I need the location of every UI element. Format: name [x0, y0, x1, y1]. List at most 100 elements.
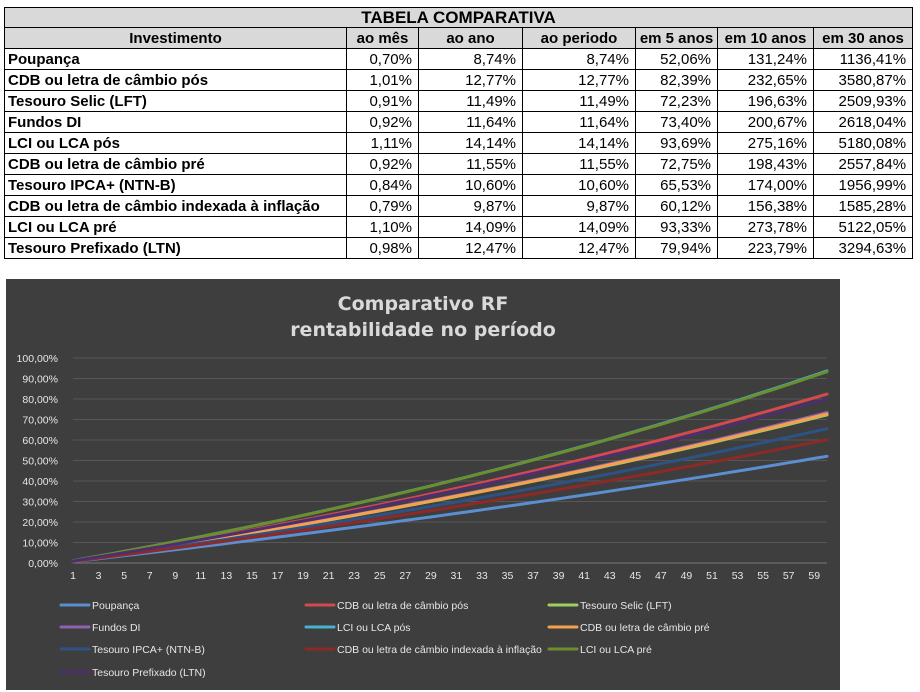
value-cell: 1,01% — [346, 69, 419, 91]
x-tick-label: 55 — [757, 570, 769, 582]
column-header: ao ano — [418, 27, 523, 49]
comparison-table: TABELA COMPARATIVA Investimento ao mês ao … — [3, 7, 914, 259]
investment-name-cell: Poupança — [4, 48, 347, 70]
x-tick-label: 49 — [681, 570, 693, 582]
value-cell: 156,38% — [717, 195, 814, 217]
y-tick-label: 20,00% — [22, 517, 58, 529]
value-cell: 10,60% — [522, 174, 636, 196]
series-line — [71, 454, 829, 564]
table-row: LCI ou LCA pré 1,10% 14,09% 14,09% 93,33% 273… — [4, 216, 914, 238]
value-cell: 0,84% — [346, 174, 419, 196]
value-cell: 232,65% — [717, 69, 814, 91]
x-tick-label: 31 — [451, 570, 463, 582]
value-cell: 196,63% — [717, 90, 814, 112]
investment-name-cell: Tesouro Selic (LFT) — [4, 90, 347, 112]
value-cell: 12,47% — [418, 237, 523, 259]
value-cell: 273,78% — [717, 216, 814, 238]
value-cell: 82,39% — [635, 69, 718, 91]
x-tick-label: 47 — [655, 570, 667, 582]
y-tick-label: 90,00% — [22, 374, 58, 386]
x-tick-label: 19 — [297, 570, 309, 582]
x-tick-label: 27 — [399, 570, 411, 582]
investment-name-cell: Tesouro IPCA+ (NTN-B) — [4, 174, 347, 196]
x-tick-label: 43 — [604, 570, 616, 582]
investment-name-cell: Tesouro Prefixado (LTN) — [4, 237, 347, 259]
legend-label: LCI ou LCA pré — [580, 644, 652, 656]
series-line — [71, 397, 829, 563]
y-tick-label: 70,00% — [22, 415, 58, 427]
value-cell: 10,60% — [418, 174, 523, 196]
investment-name-cell: LCI ou LCA pós — [4, 132, 347, 154]
value-cell: 1585,28% — [812, 195, 914, 217]
value-cell: 93,69% — [635, 132, 718, 154]
value-cell: 0,98% — [346, 237, 419, 259]
value-cell: 60,12% — [635, 195, 718, 217]
x-tick-label: 17 — [272, 570, 284, 582]
table-row: Poupança 0,70% 8,74% 8,74% 52,06% 131,24% 1136… — [4, 48, 914, 70]
x-tick-label: 7 — [147, 570, 153, 582]
value-cell: 200,67% — [717, 111, 814, 133]
x-tick-label: 37 — [527, 570, 539, 582]
table-row: Tesouro Prefixado (LTN) 0,98% 12,47% 12,47%… — [4, 237, 914, 259]
y-tick-label: 60,00% — [22, 435, 58, 447]
value-cell: 11,49% — [418, 90, 523, 112]
column-header: em 30 anos — [812, 27, 914, 49]
value-cell: 9,87% — [522, 195, 636, 217]
value-cell: 3294,63% — [812, 237, 914, 259]
value-cell: 0,79% — [346, 195, 419, 217]
legend-label: Fundos DI — [92, 622, 140, 634]
x-tick-label: 39 — [553, 570, 565, 582]
column-header: ao periodo — [522, 27, 636, 49]
y-axis-ticks: 0,00% 10,00% 20,00% 30,00% 40,00% 50,00% 60,00… — [17, 353, 58, 570]
column-header: em 10 anos — [717, 27, 814, 49]
series-line — [71, 438, 829, 563]
legend-label: CDB ou letra de câmbio pós — [337, 600, 468, 612]
x-tick-label: 5 — [121, 570, 127, 582]
value-cell: 12,77% — [522, 69, 636, 91]
column-header: em 5 anos — [635, 27, 718, 49]
investment-name-cell: CDB ou letra de câmbio pós — [4, 69, 347, 91]
series-line — [71, 412, 829, 563]
chart-canvas: Comparativo RF rentabilidade no período … — [17, 293, 829, 679]
x-tick-label: 41 — [578, 570, 590, 582]
x-tick-label: 35 — [502, 570, 514, 582]
y-tick-label: 40,00% — [22, 476, 58, 488]
value-cell: 93,33% — [635, 216, 718, 238]
x-tick-label: 1 — [70, 570, 76, 582]
x-tick-label: 15 — [246, 570, 258, 582]
value-cell: 12,47% — [522, 237, 636, 259]
chart-title: Comparativo RF — [338, 293, 509, 315]
value-cell: 11,55% — [522, 153, 636, 175]
table-row: CDB ou letra de câmbio indexada à inflaç… — [4, 195, 914, 217]
value-cell: 11,64% — [522, 111, 636, 133]
x-tick-label: 51 — [706, 570, 718, 582]
legend-label: Tesouro Prefixado (LTN) — [92, 667, 206, 679]
value-cell: 2618,04% — [812, 111, 914, 133]
value-cell: 2557,84% — [812, 153, 914, 175]
value-cell: 14,09% — [418, 216, 523, 238]
table-row: Tesouro IPCA+ (NTN-B) 0,84% 10,60% 10,60% 65… — [4, 174, 914, 196]
x-tick-label: 21 — [323, 570, 335, 582]
value-cell: 0,92% — [346, 153, 419, 175]
chart-legend: Poupança CDB ou letra de câmbio pós Tesour… — [59, 600, 710, 679]
table-row: Fundos DI 0,92% 11,64% 11,64% 73,40% 200,67% 2… — [4, 111, 914, 133]
y-tick-label: 10,00% — [22, 538, 58, 550]
value-cell: 5122,05% — [812, 216, 914, 238]
value-cell: 12,77% — [418, 69, 523, 91]
y-tick-label: 80,00% — [22, 394, 58, 406]
column-header: Investimento — [4, 27, 347, 49]
value-cell: 11,64% — [418, 111, 523, 133]
investment-name-cell: Fundos DI — [4, 111, 347, 133]
x-tick-label: 25 — [374, 570, 386, 582]
value-cell: 11,49% — [522, 90, 636, 112]
x-tick-label: 13 — [221, 570, 233, 582]
value-cell: 0,70% — [346, 48, 419, 70]
value-cell: 2509,93% — [812, 90, 914, 112]
x-tick-label: 3 — [96, 570, 102, 582]
investment-name-cell: CDB ou letra de câmbio pré — [4, 153, 347, 175]
value-cell: 174,00% — [717, 174, 814, 196]
value-cell: 0,91% — [346, 90, 419, 112]
value-cell: 8,74% — [418, 48, 523, 70]
value-cell: 1136,41% — [812, 48, 914, 70]
value-cell: 8,74% — [522, 48, 636, 70]
